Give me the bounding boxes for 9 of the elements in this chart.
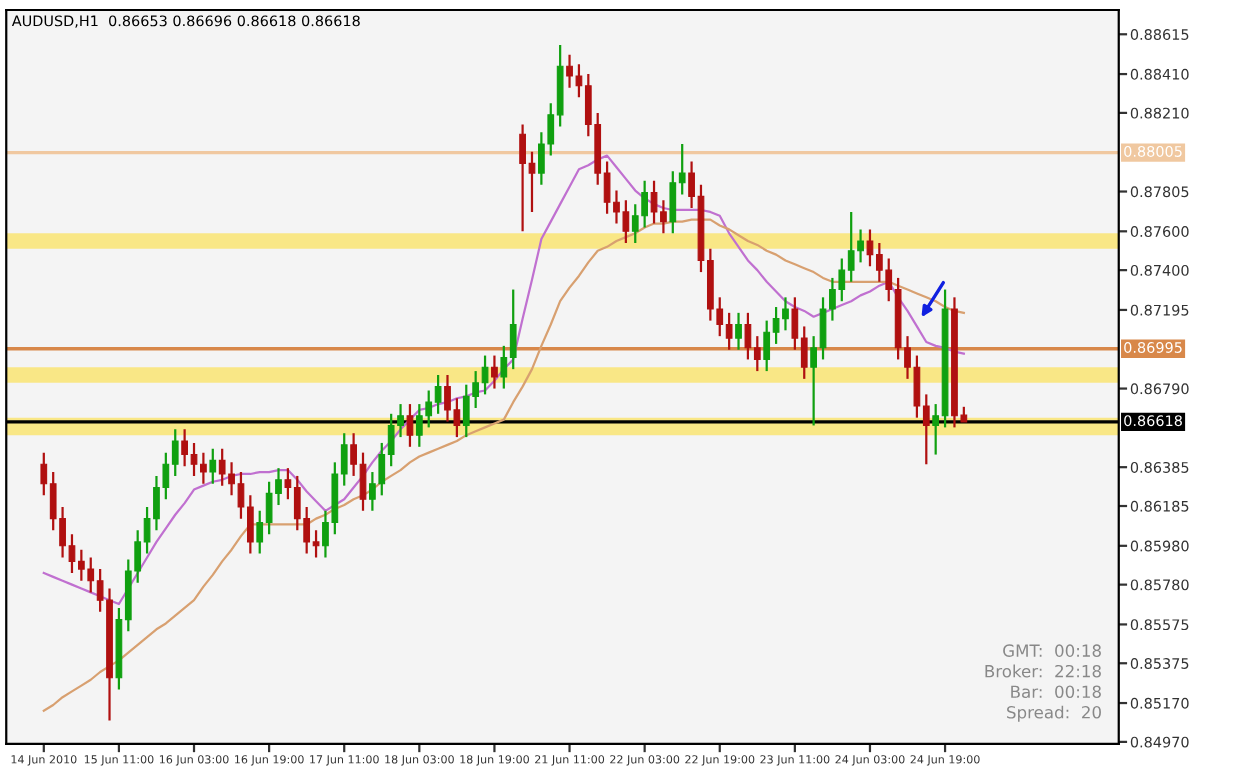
text: Spread: 20 [1007, 705, 1101, 722]
candlestick [735, 311, 742, 351]
text: Broker: 22:18 [985, 664, 1101, 678]
candlestick [209, 447, 217, 485]
text: Bar: 00:18 [1011, 685, 1101, 699]
text: GMT: 00:18 [1003, 644, 1101, 657]
line-series [42, 154, 965, 606]
candlestick [491, 354, 498, 390]
candlestick [406, 402, 414, 448]
